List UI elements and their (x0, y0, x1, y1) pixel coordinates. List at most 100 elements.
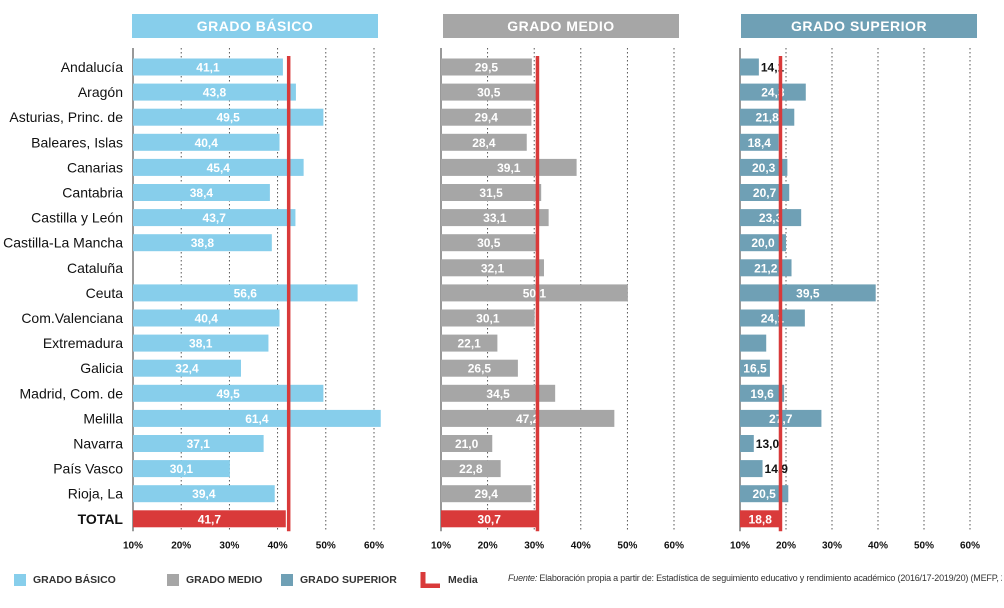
legend-swatch-basico (14, 574, 26, 586)
legend-media-icon (420, 572, 440, 588)
category-label: Baleares, Islas (31, 134, 123, 150)
legend-basico: GRADO BÁSICO (14, 571, 116, 589)
bar (133, 58, 283, 76)
category-label: Asturias, Princ. de (9, 109, 123, 125)
bar (133, 460, 230, 478)
header-grado-superior: GRADO SUPERIOR (741, 14, 977, 38)
data-label: 34,5 (486, 387, 510, 401)
bar (133, 485, 275, 503)
data-label: 29,5 (475, 61, 499, 75)
data-label: 38,1 (189, 337, 213, 351)
bar (133, 334, 269, 352)
bar (441, 359, 518, 377)
data-label: 41,1 (196, 61, 220, 75)
data-label: 14,9 (765, 462, 789, 476)
bar (441, 384, 556, 402)
legend-media: Media (420, 571, 478, 589)
data-label: 32,1 (481, 261, 505, 275)
category-label: Andalucía (61, 59, 123, 75)
bar (740, 485, 789, 503)
data-label: 21,2 (754, 261, 778, 275)
category-label: Galicia (80, 360, 123, 376)
data-label: 29,4 (475, 487, 499, 501)
x-tick-label: 50% (617, 540, 637, 551)
data-label: 30,1 (170, 462, 194, 476)
header-grado-medio: GRADO MEDIO (443, 14, 679, 38)
bar (133, 158, 304, 176)
data-label: 16,5 (743, 362, 767, 376)
x-tick-label: 10% (730, 540, 750, 551)
bar (740, 334, 767, 352)
bar (441, 184, 542, 201)
category-label: País Vasco (53, 461, 123, 477)
data-label: 40,4 (195, 136, 219, 150)
category-label: Madrid, Com. de (20, 385, 124, 401)
bar (740, 460, 763, 478)
source-label: Fuente: (508, 573, 538, 583)
legend-swatch-superior (281, 574, 293, 586)
data-label: 47,2 (516, 412, 540, 426)
bar (441, 83, 537, 101)
bar (133, 234, 272, 252)
x-tick-label: 10% (431, 540, 451, 551)
bar (133, 83, 296, 101)
data-label: 22,8 (459, 462, 483, 476)
x-tick-label: 40% (268, 540, 288, 551)
data-label: 21,0 (455, 437, 479, 451)
bar (441, 259, 544, 277)
category-label: Ceuta (86, 285, 124, 301)
x-tick-label: 20% (478, 540, 498, 551)
legend-superior: GRADO SUPERIOR (281, 571, 397, 589)
x-tick-label: 30% (524, 540, 544, 551)
x-tick-label: 30% (822, 540, 842, 551)
category-label: Melilla (83, 410, 123, 426)
category-label: Castilla y León (31, 210, 123, 226)
bar (740, 510, 781, 528)
data-label: 20,7 (753, 186, 777, 200)
legend-label-superior: GRADO SUPERIOR (300, 574, 397, 586)
data-label: 21,8 (755, 111, 779, 125)
data-label: 33,1 (483, 211, 507, 225)
x-tick-label: 20% (171, 540, 191, 551)
data-label: 37,1 (187, 437, 211, 451)
data-label: 39,5 (796, 286, 820, 300)
bar (133, 510, 286, 528)
data-label: 18,4 (748, 136, 772, 150)
bar (740, 359, 770, 377)
bar (441, 284, 628, 302)
bar (133, 133, 280, 151)
bar (740, 309, 805, 327)
data-label: 41,7 (198, 512, 222, 526)
legend-label-basico: GRADO BÁSICO (33, 574, 116, 586)
x-tick-label: 10% (123, 540, 143, 551)
source-note: Fuente: Elaboración propia a partir de: … (508, 573, 1002, 583)
bar (740, 435, 754, 452)
category-label: Com.Valenciana (21, 310, 123, 326)
bar (133, 209, 296, 227)
bar (441, 133, 527, 151)
bar (740, 209, 802, 227)
data-label: 26,5 (468, 362, 492, 376)
data-label: 28,4 (472, 136, 496, 150)
bar (441, 108, 532, 126)
data-label: 50,1 (523, 286, 547, 300)
header-grado-basico: GRADO BÁSICO (132, 14, 378, 38)
bar (441, 58, 532, 76)
legend-label-medio: GRADO MEDIO (186, 574, 263, 586)
bar (740, 184, 790, 201)
category-label: Navarra (73, 436, 123, 452)
data-label: 20,3 (752, 161, 776, 175)
data-label: 18,8 (749, 512, 773, 526)
bar (133, 359, 241, 377)
bar (740, 259, 792, 277)
x-tick-label: 30% (219, 540, 239, 551)
data-label: 38,4 (190, 186, 214, 200)
data-label: 19,6 (750, 387, 774, 401)
bar (740, 234, 786, 252)
bar (441, 485, 532, 503)
bar-chart: Andalucía Aragón Asturias, Princ. de Balear… (3, 48, 980, 551)
bar (133, 284, 358, 302)
bar (133, 184, 270, 201)
x-tick-label: 20% (776, 540, 796, 551)
data-label: 20,0 (751, 236, 775, 250)
